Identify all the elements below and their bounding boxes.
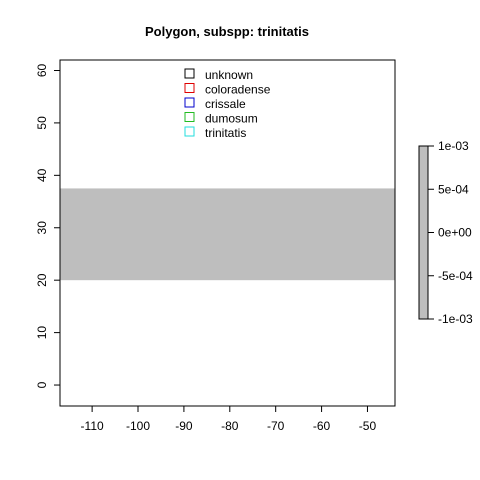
- raster-band: [60, 188, 395, 281]
- legend-swatch: [184, 126, 195, 137]
- legend-swatch: [184, 68, 195, 79]
- x-tick-label: -80: [221, 419, 239, 433]
- x-tick-label: -60: [313, 419, 331, 433]
- legend-label: coloradense: [205, 83, 271, 97]
- legend-swatch: [184, 112, 195, 122]
- legend: unknowncoloradensecrissaledumosumtrinita…: [184, 68, 271, 140]
- colorbar-tick-label: 0e+00: [438, 226, 472, 240]
- colorbar-tick-label: 5e-04: [438, 182, 469, 196]
- legend-label: dumosum: [205, 112, 258, 126]
- x-tick-label: -70: [267, 419, 285, 433]
- colorbar-fill: [418, 145, 429, 320]
- colorbar-tick-label: -1e-03: [438, 312, 473, 326]
- raster-band-layer: [60, 188, 395, 281]
- y-tick-label: 50: [35, 116, 49, 130]
- x-axis: -110 -100 -90 -80 -70 -60 -50: [81, 405, 377, 433]
- x-tick-label: -100: [126, 419, 150, 433]
- map-title: Polygon, subspp: trinitatis: [145, 24, 309, 39]
- legend-swatch: [184, 83, 195, 93]
- colorbar: 1e-03 5e-04 0e+00 -5e-04 -1e-03: [418, 139, 473, 326]
- x-tick-label: -50: [359, 419, 377, 433]
- colorbar-tick-label: -5e-04: [438, 269, 473, 283]
- y-tick-label: 0: [35, 381, 49, 388]
- legend-label: trinitatis: [205, 126, 246, 140]
- y-tick-label: 30: [35, 221, 49, 235]
- y-tick-label: 10: [35, 326, 49, 340]
- legend-label: unknown: [205, 68, 253, 82]
- legend-label: crissale: [205, 97, 246, 111]
- x-tick-label: -110: [81, 419, 104, 433]
- y-tick-label: 60: [35, 63, 49, 77]
- y-tick-label: 40: [35, 168, 49, 182]
- y-tick-label: 20: [35, 273, 49, 287]
- legend-swatch: [184, 97, 195, 108]
- y-axis: 0 10 20 30 40 50 60: [35, 63, 61, 388]
- colorbar-tick-label: 1e-03: [438, 139, 469, 153]
- x-tick-label: -90: [175, 419, 193, 433]
